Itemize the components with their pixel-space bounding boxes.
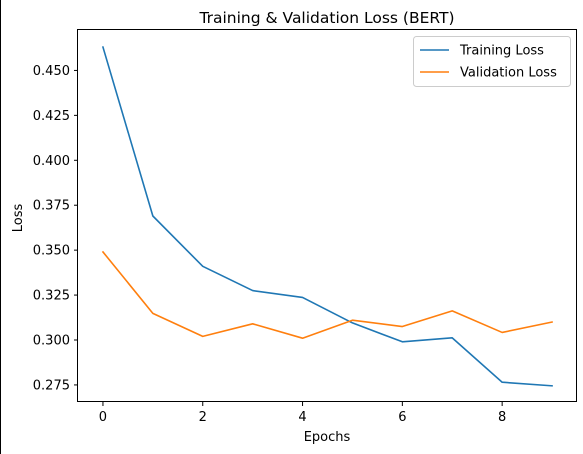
series-line-validation-loss bbox=[101, 250, 553, 340]
legend-label-training-loss: Training Loss bbox=[459, 44, 544, 59]
y-tick-label: 0.400 bbox=[33, 154, 70, 169]
x-tick-label: 0 bbox=[99, 410, 107, 425]
x-tick-label: 2 bbox=[199, 410, 207, 425]
legend-label-validation-loss: Validation Loss bbox=[460, 66, 557, 81]
left-border-line bbox=[0, 0, 1, 454]
x-tick-label: 6 bbox=[398, 410, 406, 425]
x-tick-label: 8 bbox=[498, 410, 506, 425]
x-axis-label: Epochs bbox=[304, 430, 351, 445]
series-line-training-loss bbox=[101, 46, 553, 387]
y-tick-label: 0.350 bbox=[33, 244, 70, 259]
y-tick-label: 0.325 bbox=[33, 289, 70, 304]
plot-frame bbox=[77, 29, 577, 402]
y-tick-label: 0.425 bbox=[33, 109, 70, 124]
y-tick-label: 0.275 bbox=[33, 378, 70, 393]
x-tick-label: 4 bbox=[298, 410, 306, 425]
y-tick-label: 0.375 bbox=[33, 199, 70, 214]
x-axis-ticks: 0 2 4 6 8 bbox=[99, 402, 506, 425]
chart-title: Training & Validation Loss (BERT) bbox=[198, 9, 454, 27]
legend: Training Loss Validation Loss bbox=[413, 36, 571, 87]
y-axis-ticks: 0.275 0.300 0.325 0.350 0.375 0.400 0.425 0.450 bbox=[33, 64, 78, 393]
y-axis-label: Loss bbox=[11, 204, 26, 233]
y-tick-label: 0.300 bbox=[33, 334, 70, 349]
y-tick-label: 0.450 bbox=[33, 64, 70, 79]
legend-box bbox=[413, 36, 571, 87]
plot-content bbox=[101, 46, 553, 387]
